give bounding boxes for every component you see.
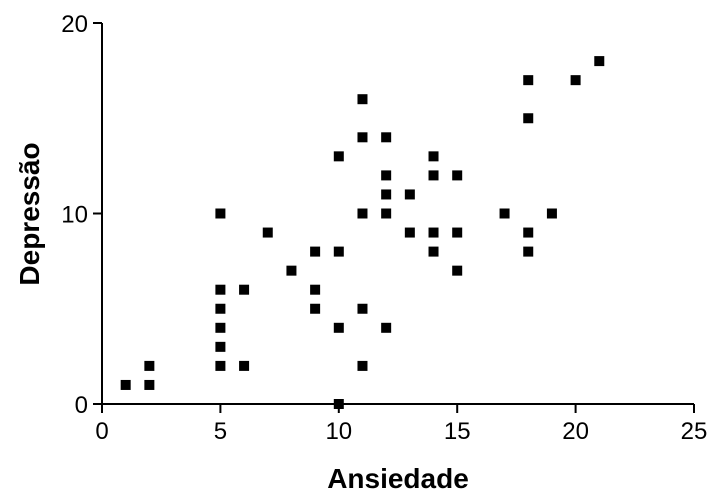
data-point bbox=[215, 360, 226, 371]
axes bbox=[101, 23, 694, 405]
data-point bbox=[523, 246, 534, 257]
data-point bbox=[381, 208, 392, 219]
data-point bbox=[428, 170, 439, 181]
x-ticks: 0 5 10 15 20 25 bbox=[95, 404, 707, 445]
data-point bbox=[239, 284, 250, 295]
data-point bbox=[286, 265, 297, 276]
data-point bbox=[215, 208, 226, 219]
data-point bbox=[452, 265, 463, 276]
data-point bbox=[215, 322, 226, 333]
data-point bbox=[120, 379, 131, 390]
data-point bbox=[215, 341, 226, 352]
data-point bbox=[262, 227, 273, 238]
x-tick-label: 10 bbox=[325, 418, 352, 445]
data-point bbox=[357, 132, 368, 143]
data-points bbox=[120, 56, 605, 409]
y-tick-label: 0 bbox=[75, 392, 88, 419]
data-point bbox=[452, 170, 463, 181]
data-point bbox=[357, 208, 368, 219]
y-ticks: 0 10 20 bbox=[61, 11, 102, 419]
data-point bbox=[570, 75, 581, 86]
data-point bbox=[144, 379, 155, 390]
data-point bbox=[215, 284, 226, 295]
x-tick-label: 15 bbox=[444, 418, 471, 445]
data-point bbox=[499, 208, 510, 219]
data-point bbox=[333, 151, 344, 162]
data-point bbox=[381, 132, 392, 143]
data-point bbox=[428, 151, 439, 162]
data-point bbox=[144, 360, 155, 371]
data-point bbox=[594, 56, 605, 67]
y-axis-title: Depressão bbox=[14, 142, 45, 285]
x-tick-label: 0 bbox=[95, 418, 108, 445]
data-point bbox=[523, 113, 534, 124]
data-point bbox=[239, 360, 250, 371]
data-point bbox=[546, 208, 557, 219]
data-point bbox=[523, 227, 534, 238]
data-point bbox=[428, 227, 439, 238]
data-point bbox=[333, 399, 344, 409]
y-tick-label: 20 bbox=[61, 11, 88, 38]
data-point bbox=[310, 284, 321, 295]
data-point bbox=[357, 360, 368, 371]
data-point bbox=[428, 246, 439, 257]
data-point bbox=[357, 303, 368, 314]
y-tick-label: 10 bbox=[61, 202, 88, 229]
data-point bbox=[215, 303, 226, 314]
x-tick-label: 20 bbox=[562, 418, 589, 445]
data-point bbox=[452, 227, 463, 238]
data-point bbox=[333, 246, 344, 257]
data-point bbox=[381, 170, 392, 181]
data-point bbox=[357, 94, 368, 105]
data-point bbox=[333, 322, 344, 333]
x-axis-title: Ansiedade bbox=[327, 463, 469, 494]
data-point bbox=[310, 303, 321, 314]
x-tick-label: 5 bbox=[214, 418, 227, 445]
data-point bbox=[310, 246, 321, 257]
data-point bbox=[404, 189, 415, 200]
data-point bbox=[523, 75, 534, 86]
x-tick-label: 25 bbox=[681, 418, 708, 445]
data-point bbox=[381, 322, 392, 333]
data-point bbox=[404, 227, 415, 238]
data-point bbox=[381, 189, 392, 200]
